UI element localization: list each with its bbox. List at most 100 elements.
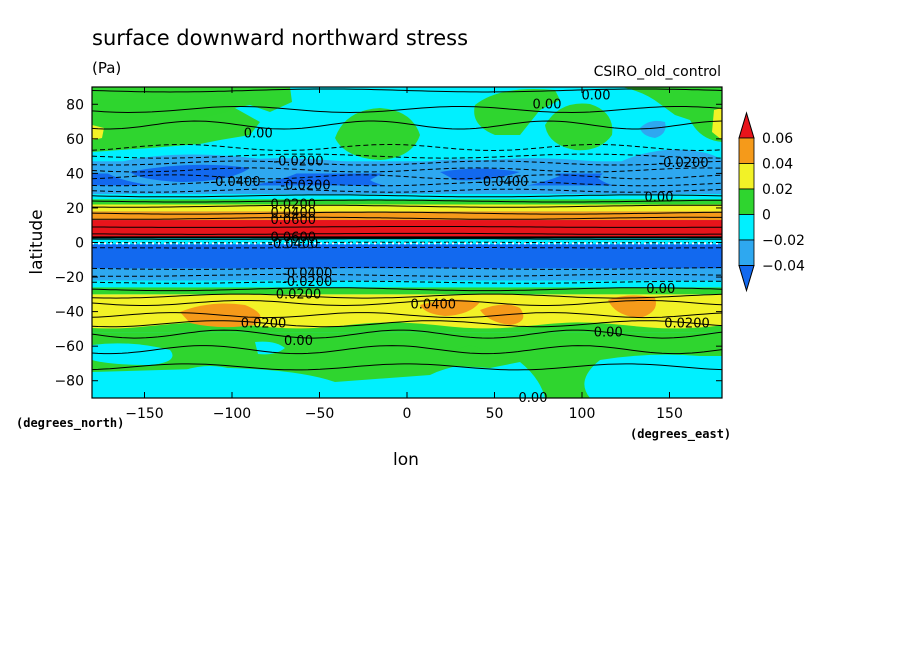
colorbar-bottom-arrow	[738, 265, 755, 293]
contour-label: 0.0200	[276, 287, 322, 302]
colorbar-swatch	[738, 188, 755, 215]
contour-line	[92, 266, 722, 270]
x-tick-label: 150	[656, 406, 683, 422]
contour-line	[92, 194, 722, 198]
y-axis-label: latitude	[27, 209, 47, 274]
contour-line	[92, 211, 722, 215]
contour-label: 0.00	[594, 325, 623, 340]
contour-line	[92, 226, 722, 228]
contour-line	[92, 199, 722, 203]
colorbar-swatch	[738, 163, 755, 190]
contour-line	[92, 120, 722, 130]
contour-line	[92, 160, 722, 166]
y-tick-label: 60	[66, 132, 84, 148]
heatmap-band	[92, 268, 722, 281]
colorbar-top-arrow	[738, 111, 755, 139]
contour-label: 0.00	[645, 191, 674, 206]
contour-label: -0.0200	[282, 275, 332, 290]
heatmap-band	[92, 185, 722, 195]
colorbar-label: 0.06	[762, 131, 793, 147]
heatmap-band	[92, 220, 722, 238]
contour-label: 0.0400	[411, 298, 457, 313]
colorbar: 0.06 0.04 0.02 0 −0.02 −0.04	[738, 111, 805, 293]
contour-line	[92, 329, 722, 339]
heatmap-field	[92, 87, 722, 398]
colorbar-swatch	[738, 214, 755, 241]
y-tick-label: 0	[75, 236, 84, 252]
contour-line	[92, 293, 722, 299]
contour-label: 0.00	[519, 391, 548, 406]
x-tick-label: 50	[486, 406, 504, 422]
heatmap-band	[92, 211, 722, 221]
contour-line	[92, 232, 722, 235]
heatmap-band	[92, 237, 722, 245]
x-tick-label: −150	[125, 406, 163, 422]
y-tick-label: −80	[54, 374, 84, 390]
model-label: CSIRO_old_control	[594, 64, 721, 80]
contour-line	[92, 216, 722, 220]
contour-label: -0.0200	[280, 178, 330, 193]
contour-label: -0.0400	[210, 175, 260, 190]
contour-line	[92, 246, 722, 249]
contour-line	[92, 181, 722, 187]
contour-line	[92, 204, 722, 208]
y-unit-label: (degrees_north)	[16, 416, 124, 431]
x-tick-label: 0	[403, 406, 412, 422]
y-tick-label: 20	[66, 201, 84, 217]
contour-label: -0.0400	[268, 237, 318, 252]
contour-line	[92, 106, 722, 114]
colorbar-label: −0.02	[762, 233, 805, 249]
contour-label: 0.0200	[664, 317, 710, 332]
contour-label: -0.0200	[273, 154, 323, 169]
chart-title: surface downward northward stress	[92, 26, 468, 50]
contour-line	[92, 300, 722, 307]
contour-label: 0.00	[244, 127, 273, 142]
y-tick-label: 80	[66, 97, 84, 113]
y-tick-label: 40	[66, 166, 84, 182]
colorbar-label: 0.04	[762, 157, 793, 173]
colorbar-label: −0.04	[762, 259, 805, 275]
heatmap-band	[92, 287, 722, 295]
contour-line	[92, 312, 722, 319]
contour-label: 0.00	[533, 97, 562, 112]
x-tick-label: −50	[305, 406, 335, 422]
contour-label: 0.0600	[271, 230, 317, 245]
contour-line	[92, 287, 722, 292]
x-unit-label: (degrees_east)	[630, 427, 731, 442]
y-tick-label: −60	[54, 339, 84, 355]
contour-line	[92, 238, 722, 240]
contour-label: 0.0200	[241, 317, 287, 332]
contour-label: -0.0200	[658, 156, 708, 171]
colorbar-swatch	[738, 137, 755, 164]
contour-label: -0.0400	[282, 267, 332, 282]
heatmap-band	[92, 280, 722, 288]
y-tick-label: −40	[54, 305, 84, 321]
contour-line	[92, 345, 722, 355]
contour-line	[92, 241, 722, 244]
contour-line	[92, 320, 722, 328]
contour-line	[92, 174, 722, 180]
colorbar-label: 0.02	[762, 182, 793, 198]
heatmap-band	[92, 194, 722, 200]
y-tick-label: −20	[54, 270, 84, 286]
colorbar-swatch	[738, 239, 755, 266]
contour-label: 0.00	[284, 334, 313, 349]
units-label: (Pa)	[92, 59, 121, 77]
contour-label: 0.0200	[271, 197, 317, 212]
contour-label: 0.00	[582, 89, 611, 104]
contour-line	[92, 363, 722, 371]
contour-label: 0.00	[646, 282, 675, 297]
contour-line	[92, 144, 722, 152]
x-tick-label: 100	[569, 406, 596, 422]
heatmap-band	[92, 199, 722, 205]
contour-line	[92, 167, 722, 173]
contour-line	[92, 188, 722, 193]
contour-label: 0.0400	[271, 206, 317, 221]
contour-label: -0.0400	[478, 175, 528, 190]
contour-line	[92, 280, 722, 284]
colorbar-label: 0	[762, 208, 771, 224]
contour-line	[92, 273, 722, 277]
x-axis-label: lon	[393, 450, 419, 470]
x-tick-label: −100	[213, 406, 251, 422]
